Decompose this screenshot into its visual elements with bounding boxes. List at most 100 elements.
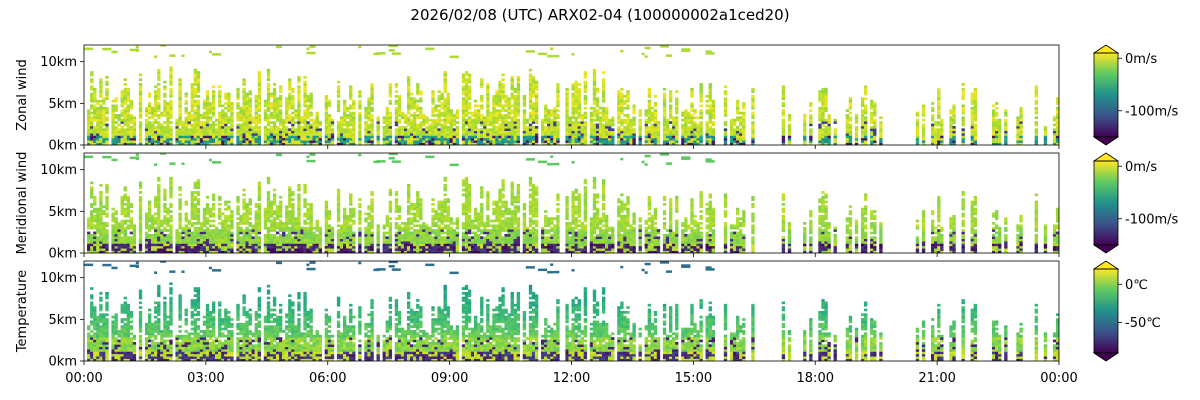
heatmap-cell bbox=[623, 106, 627, 110]
heatmap-cell bbox=[257, 140, 262, 143]
heatmap-cell bbox=[126, 114, 131, 117]
heatmap-cell bbox=[739, 142, 743, 145]
heatmap-cell bbox=[157, 229, 161, 232]
heatmap-cell bbox=[449, 121, 453, 124]
heatmap-cell bbox=[303, 104, 307, 108]
heatmap-cell bbox=[90, 181, 94, 185]
heatmap-cell bbox=[605, 111, 609, 115]
heatmap-cell bbox=[224, 200, 228, 204]
heatmap-cell bbox=[583, 140, 588, 143]
heatmap-cell bbox=[638, 140, 642, 143]
heatmap-cell bbox=[123, 214, 127, 218]
heatmap-cell bbox=[528, 97, 533, 101]
heatmap-cell bbox=[215, 123, 219, 127]
heatmap-cell bbox=[483, 128, 487, 132]
heatmap-cell bbox=[352, 118, 356, 122]
heatmap-cell bbox=[742, 137, 746, 141]
heatmap-cell bbox=[1055, 140, 1059, 143]
heatmap-cell bbox=[632, 123, 636, 127]
heatmap-cell bbox=[608, 125, 612, 129]
heatmap-cell bbox=[242, 90, 246, 93]
heatmap-cell bbox=[522, 104, 527, 108]
heatmap-cell bbox=[751, 111, 755, 115]
heatmap-cell bbox=[553, 114, 557, 117]
heatmap-cell bbox=[342, 102, 347, 105]
heatmap-cell bbox=[879, 128, 883, 132]
heatmap-cell bbox=[160, 142, 164, 145]
heatmap-cell bbox=[96, 210, 100, 213]
heatmap-cell bbox=[196, 231, 201, 235]
heatmap-cell bbox=[288, 130, 292, 134]
heatmap-cell bbox=[397, 99, 402, 103]
heatmap-cell bbox=[413, 104, 417, 108]
heatmap-cell bbox=[595, 87, 600, 91]
heatmap-cell bbox=[288, 80, 292, 84]
heatmap-cell bbox=[970, 133, 974, 136]
heatmap-cell bbox=[528, 83, 533, 86]
heatmap-cell bbox=[227, 137, 231, 141]
heatmap-cell bbox=[690, 128, 694, 132]
heatmap-cell bbox=[489, 118, 493, 122]
heatmap-cell bbox=[184, 121, 188, 124]
heatmap-cell bbox=[239, 135, 243, 139]
heatmap-cell bbox=[647, 121, 652, 124]
heatmap-cell bbox=[138, 214, 143, 218]
heatmap-cell bbox=[303, 95, 307, 98]
heatmap-cell bbox=[827, 114, 831, 117]
heatmap-cell bbox=[580, 130, 584, 134]
heatmap-cell bbox=[669, 116, 673, 120]
heatmap-cell bbox=[467, 128, 472, 132]
heatmap-cell bbox=[495, 97, 499, 101]
heatmap-cell bbox=[111, 125, 115, 129]
heatmap-cell bbox=[211, 125, 216, 129]
heatmap-cell bbox=[163, 125, 167, 129]
heatmap-cell bbox=[303, 133, 307, 136]
heatmap-cell bbox=[848, 99, 853, 103]
heatmap-cell bbox=[1055, 106, 1059, 110]
heatmap-cell bbox=[821, 133, 825, 136]
heatmap-cell bbox=[531, 140, 536, 143]
heatmap-cell bbox=[282, 137, 286, 141]
heatmap-cell bbox=[1055, 133, 1059, 136]
heatmap-cell bbox=[227, 95, 231, 98]
heatmap-cell bbox=[211, 231, 216, 235]
heatmap-cell bbox=[236, 229, 240, 232]
heatmap-cell bbox=[236, 238, 240, 242]
heatmap-cell bbox=[236, 118, 240, 122]
heatmap-cell bbox=[181, 128, 185, 132]
heatmap-cell bbox=[96, 229, 100, 232]
heatmap-cell bbox=[528, 133, 533, 136]
heatmap-cell bbox=[879, 140, 883, 143]
heatmap-cell bbox=[516, 123, 521, 127]
heatmap-cell bbox=[406, 106, 411, 110]
heatmap-cell bbox=[291, 133, 295, 136]
heatmap-cell bbox=[632, 106, 636, 110]
heatmap-cell bbox=[99, 217, 103, 220]
heatmap-cell bbox=[181, 142, 185, 145]
heatmap-cell bbox=[934, 123, 938, 127]
heatmap-cell bbox=[961, 92, 965, 96]
heatmap-cell bbox=[196, 226, 201, 230]
heatmap-cell bbox=[864, 92, 868, 96]
heatmap-cell bbox=[742, 111, 746, 115]
heatmap-cell bbox=[513, 102, 517, 105]
heatmap-cell bbox=[157, 90, 161, 93]
heatmap-cell bbox=[87, 111, 91, 115]
heatmap-cell bbox=[312, 140, 316, 143]
heatmap-cell bbox=[864, 97, 868, 101]
heatmap-cell bbox=[208, 125, 213, 129]
heatmap-cell bbox=[163, 102, 167, 105]
heatmap-cell bbox=[736, 140, 740, 143]
heatmap-cell bbox=[236, 236, 240, 240]
heatmap-cell bbox=[346, 106, 350, 110]
heatmap-cell bbox=[583, 123, 588, 127]
heatmap-cell bbox=[736, 111, 740, 115]
heatmap-cell bbox=[254, 116, 258, 120]
heatmap-cell bbox=[120, 243, 124, 247]
heatmap-cell bbox=[202, 243, 207, 247]
heatmap-cell bbox=[157, 236, 161, 240]
heatmap-cell bbox=[410, 99, 414, 103]
heatmap-cell bbox=[751, 90, 755, 93]
heatmap-cell bbox=[288, 133, 292, 136]
